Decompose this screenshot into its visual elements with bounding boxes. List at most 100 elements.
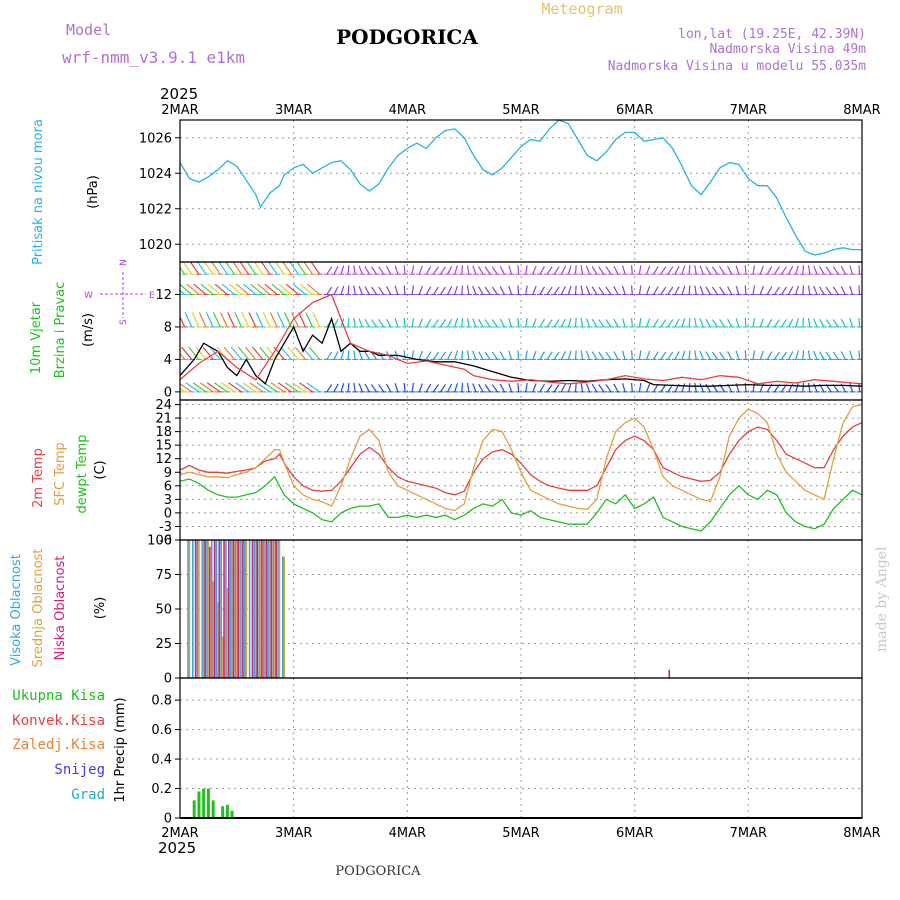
y-tick-label: 24 [155, 398, 172, 413]
wind-barb [340, 383, 345, 393]
wind-barb [840, 351, 846, 360]
wind-barb [499, 265, 505, 275]
wind-barb [660, 266, 667, 275]
wind-barb [472, 265, 477, 275]
y-tick-label: -6 [159, 534, 172, 549]
wind-barb [370, 266, 378, 275]
wind-barb [574, 350, 577, 360]
wind-barb [788, 351, 794, 360]
wind-barb [752, 265, 756, 275]
wind-barb [298, 312, 307, 328]
wind-barb [425, 266, 432, 275]
y-tick-label: 12 [155, 452, 172, 467]
wind-barb [200, 283, 214, 295]
wind-barb [819, 286, 825, 295]
wind-barb [553, 266, 560, 275]
wind-barb [598, 319, 605, 328]
wind-barb [207, 283, 221, 295]
wind-barb [267, 262, 278, 275]
precip-bar [202, 788, 206, 818]
wind-barb [699, 350, 704, 360]
wind-barb [291, 312, 299, 328]
wind-barb [454, 318, 458, 328]
y-tick-label: 75 [155, 568, 172, 583]
wind-barb [858, 265, 861, 275]
wind-barb [613, 318, 619, 328]
wind-barb [447, 318, 453, 328]
wind-barb [567, 265, 572, 275]
wind-barb [347, 317, 350, 327]
y-tick-label: 100 [147, 534, 172, 549]
wind-barb [230, 346, 243, 360]
wind-barb [191, 312, 200, 328]
wind-barb [257, 283, 271, 295]
wind-barb [773, 286, 780, 295]
x-tick-bottom: 8MAR [843, 826, 880, 841]
wind-barb [630, 285, 633, 295]
wind-barb [840, 265, 846, 275]
wind-barb [280, 346, 292, 360]
wind-barb [681, 318, 686, 328]
y-tick-label: 0 [164, 812, 172, 827]
wind-barb [353, 285, 356, 295]
wind-barb [802, 265, 805, 275]
wind-barb [849, 350, 854, 360]
wind-barb [248, 312, 257, 328]
wind-barb [241, 312, 250, 328]
wind-barb [688, 350, 691, 360]
wind-barb [591, 266, 598, 275]
wind-barb [591, 383, 598, 393]
wind-barb [394, 383, 399, 393]
wind-barb [333, 383, 339, 393]
wind-barb [340, 285, 345, 295]
wind-barb [546, 384, 553, 393]
wind-barb [220, 312, 228, 328]
wind-barb [825, 266, 832, 275]
footer-city: PODGORICA [335, 864, 421, 879]
wind-barb [227, 312, 236, 328]
wind-barb [213, 382, 228, 393]
wind-barb [613, 265, 619, 275]
wind-barb [394, 318, 399, 328]
x-tick-bottom: 5MAR [502, 826, 539, 841]
wind-barb [598, 286, 605, 295]
wind-barb [711, 351, 719, 360]
wind-barb [645, 383, 651, 393]
wind-barb [214, 283, 228, 295]
wind-barb [667, 319, 674, 328]
wind-barb [234, 312, 243, 328]
wind-barb [766, 286, 773, 295]
wind-barb [539, 351, 546, 360]
wind-series-line [179, 293, 863, 385]
wind-barb [525, 285, 528, 295]
precip-legend: Ukupna Kisa Konvek.Kisa Zaledj.Kisa Snij… [12, 688, 105, 803]
wind-barb [574, 382, 577, 392]
temperature-series-line [179, 403, 863, 512]
pressure-unit: (hPa) [86, 175, 101, 209]
wind-barb [653, 351, 659, 360]
wind-barb [270, 382, 285, 393]
wind-barb [819, 266, 825, 275]
wind-barb [508, 318, 513, 328]
precip-bar [221, 806, 225, 818]
y-tick-label: 0 [164, 506, 172, 521]
wind-barb [277, 382, 292, 393]
wind-barb [189, 262, 200, 275]
wind-barb [532, 383, 537, 393]
wind-barb [699, 318, 704, 328]
wind-barb [705, 266, 711, 275]
temperature-series-line [179, 475, 863, 532]
wind-barb [478, 383, 484, 393]
wind-barb [418, 265, 424, 275]
wind-barb [347, 285, 350, 295]
wind-barb [660, 286, 667, 295]
wind-barb [681, 265, 686, 275]
wind-barb [744, 350, 747, 360]
x-tick-bottom: 6MAR [616, 826, 653, 841]
wind-barb [353, 265, 356, 275]
y-tick-label: 1024 [139, 167, 172, 182]
wind-barb [621, 383, 626, 393]
wind-barb [484, 384, 491, 393]
wind-barb [849, 383, 854, 393]
wind-barb [773, 266, 780, 275]
